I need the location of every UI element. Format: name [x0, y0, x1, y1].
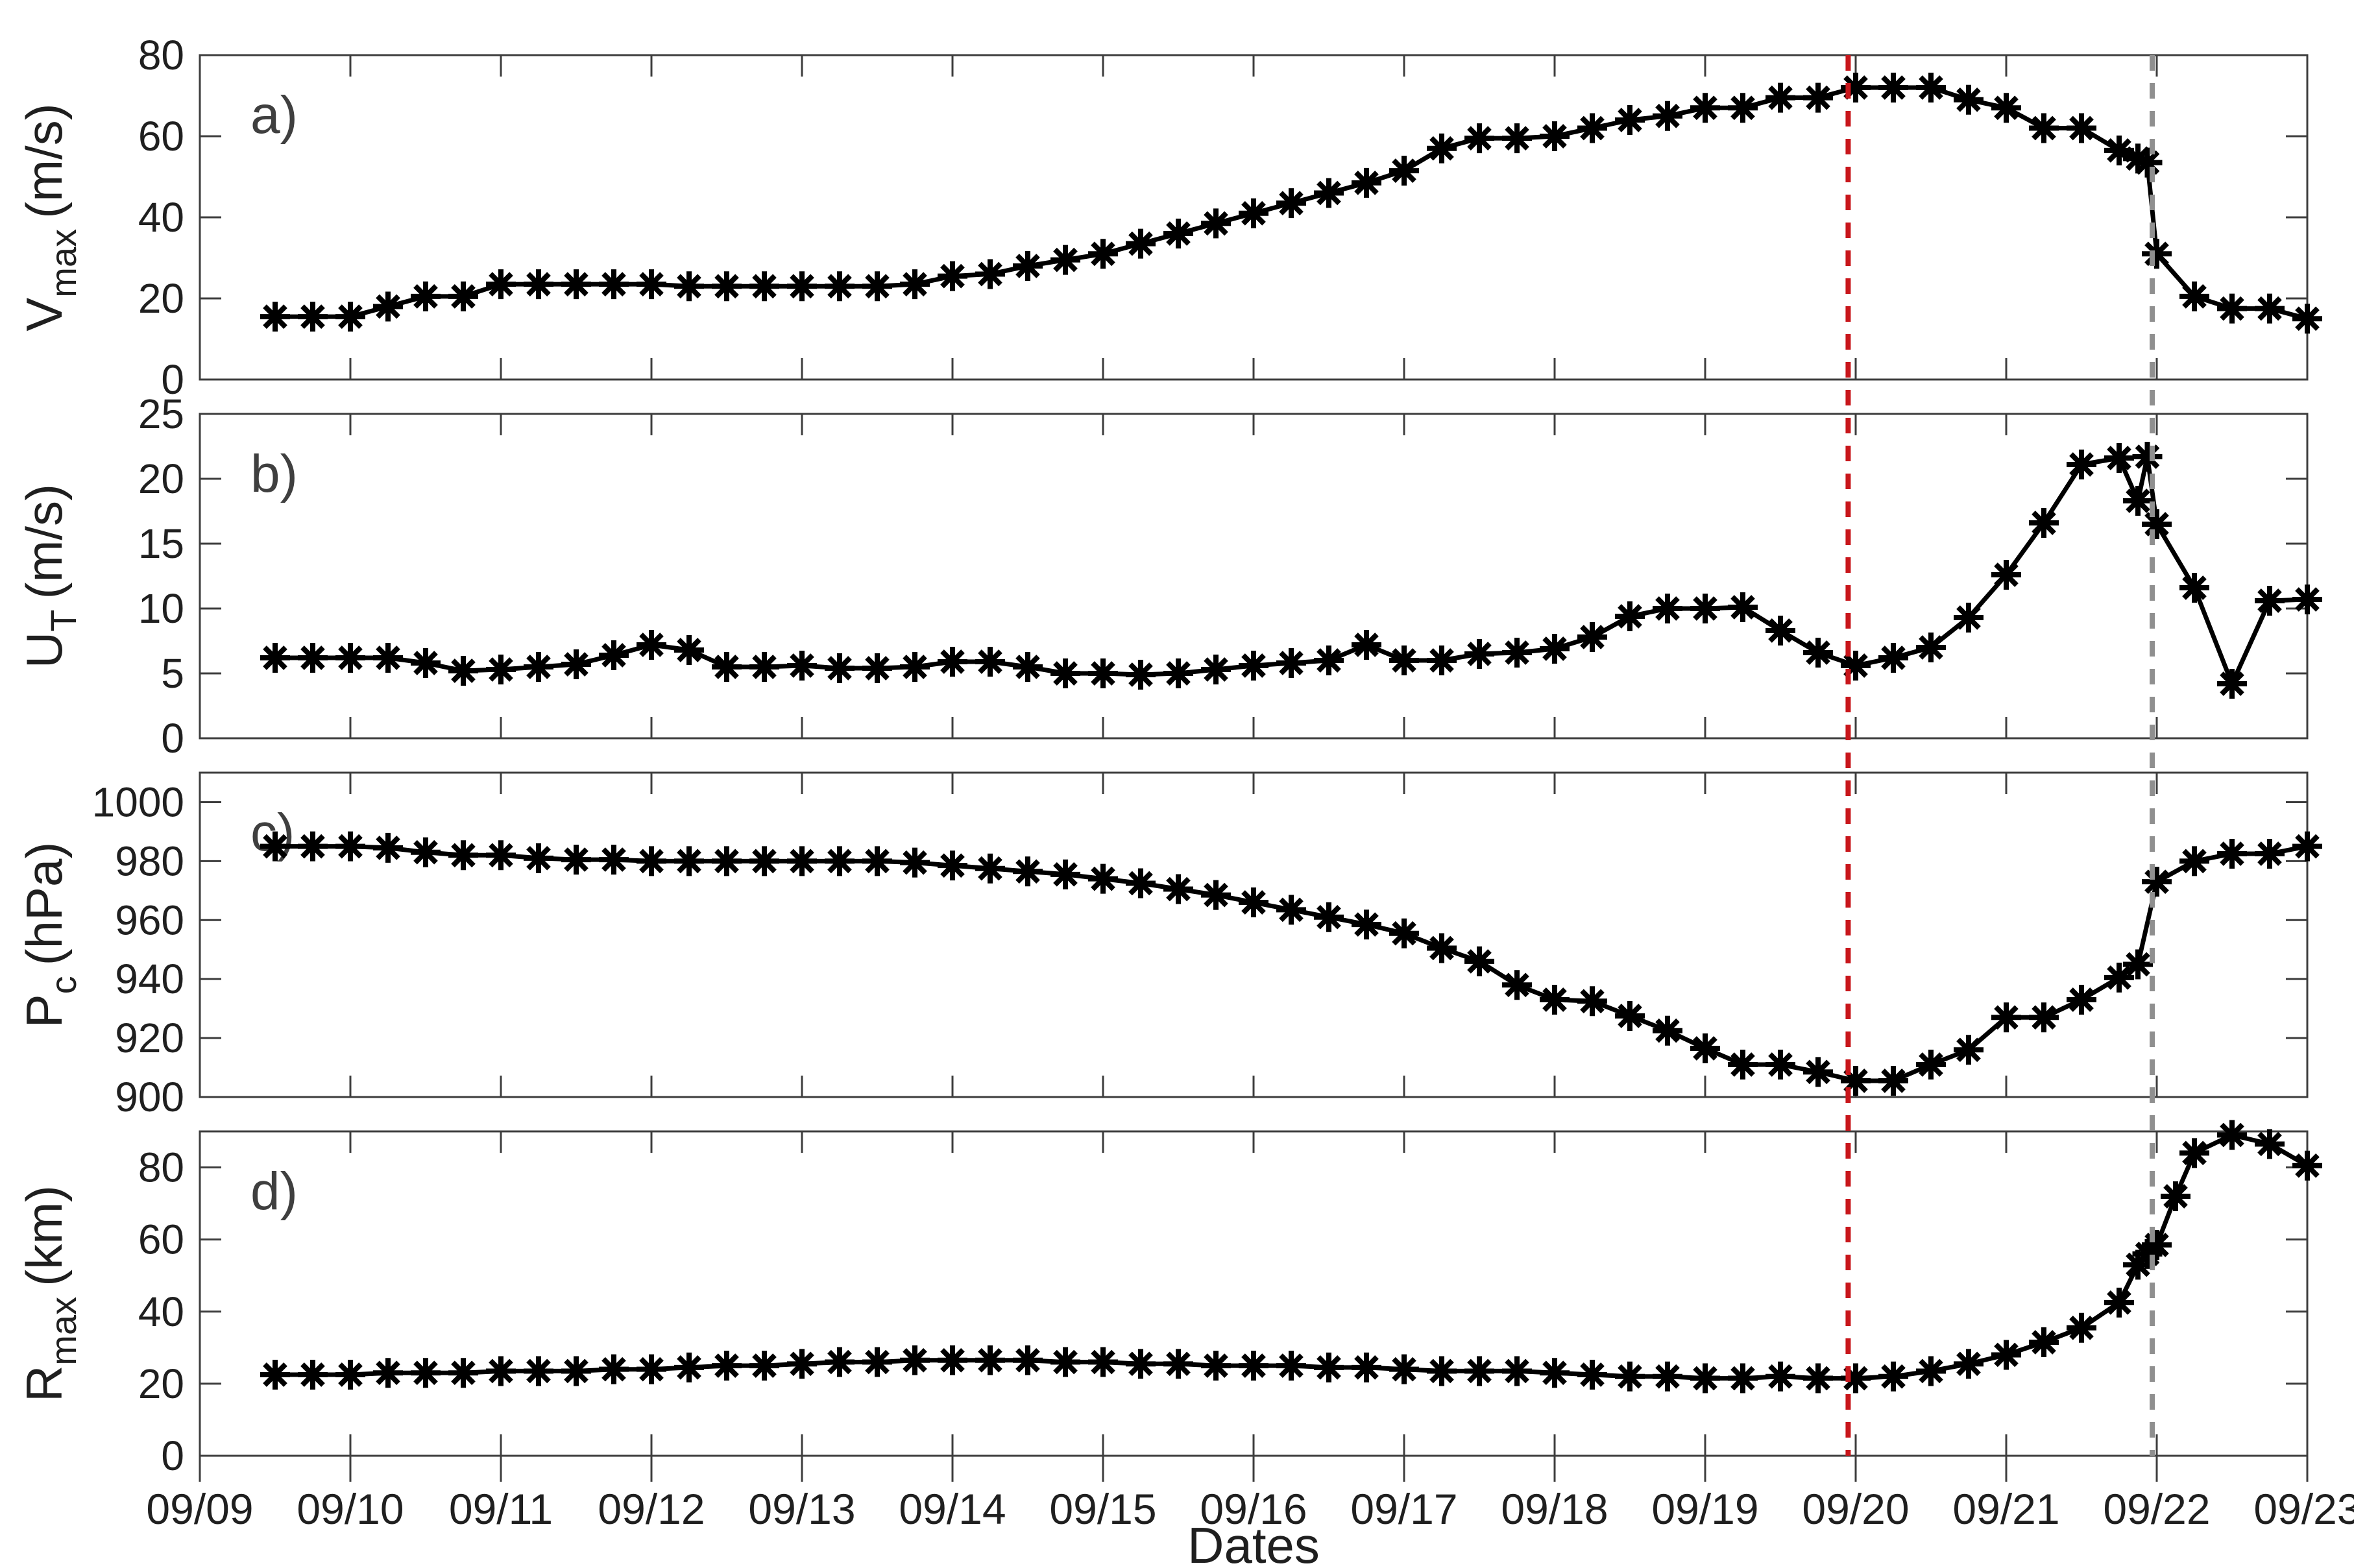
data-markers — [260, 831, 2322, 1096]
x-axis-title: Dates — [1187, 1517, 1320, 1568]
y-tick-label: 15 — [138, 520, 184, 567]
plot-box — [199, 1130, 2309, 1457]
data-line — [275, 1133, 2309, 1381]
panel-letter: b) — [250, 444, 298, 503]
y-axis-label-sub: max — [43, 1297, 84, 1366]
data-markers — [260, 1120, 2322, 1393]
y-tick-label: 25 — [138, 391, 184, 437]
plot-box — [199, 771, 2309, 1098]
x-tick-label: 09/10 — [297, 1485, 404, 1533]
x-tick-label: 09/22 — [2103, 1485, 2210, 1533]
panel-letter: a) — [250, 86, 298, 145]
panel-letter: d) — [250, 1162, 298, 1221]
x-tick-label: 09/11 — [449, 1485, 553, 1533]
x-tick-label: 09/16 — [1200, 1485, 1307, 1533]
y-tick-label: 980 — [115, 838, 184, 884]
y-tick-label: 0 — [161, 1432, 184, 1479]
x-tick-label: 09/13 — [748, 1485, 855, 1533]
y-tick-label: 1000 — [92, 778, 184, 825]
y-tick-label: 0 — [161, 715, 184, 762]
y-tick-label: 80 — [138, 32, 184, 78]
x-tick-label: 09/12 — [598, 1485, 705, 1533]
x-tick-label: 09/14 — [899, 1485, 1006, 1533]
y-tick-label: 60 — [138, 113, 184, 160]
y-axis-label-sub: c — [43, 976, 84, 994]
y-tick-label: 40 — [138, 194, 184, 241]
y-tick-label: 10 — [138, 585, 184, 632]
panel-a: 0 20 40 60 80 a) Vmax (m/s) — [16, 32, 2322, 403]
x-tick-label: 09/20 — [1802, 1485, 1909, 1533]
y-tick-label: 960 — [115, 897, 184, 943]
data-markers — [260, 73, 2322, 334]
y-axis-label-sub: max — [43, 229, 84, 298]
y-axis-label-unit: (hPa) — [16, 842, 73, 966]
y-axis-label-main: U — [16, 632, 73, 668]
y-tick-label: 20 — [138, 455, 184, 502]
x-tick-label: 09/23 — [2253, 1485, 2354, 1533]
x-tick-label: 09/09 — [146, 1485, 253, 1533]
data-markers — [260, 442, 2322, 699]
panel-b: 0 5 10 15 20 25 b) UT (m/s) — [16, 391, 2322, 762]
y-axis-label-unit: (km) — [16, 1185, 73, 1286]
y-tick-label: 80 — [138, 1144, 184, 1191]
y-tick-label: 920 — [115, 1015, 184, 1061]
y-axis-label-unit: (m/s) — [16, 484, 73, 599]
y-axis-label: Vmax (m/s) — [16, 103, 84, 331]
y-tick-label: 5 — [161, 650, 184, 697]
y-tick-label: 20 — [138, 1360, 184, 1407]
y-axis-label-sub: T — [43, 610, 84, 632]
panel-d: 0 20 40 60 80 09/09 09/10 09/11 09/12 09/13 09/14 0… — [16, 1120, 2354, 1533]
x-tick-label: 09/19 — [1651, 1485, 1758, 1533]
y-axis-label-unit: (m/s) — [16, 103, 73, 219]
y-axis-label: Rmax (km) — [16, 1185, 84, 1402]
y-axis-label-main: V — [16, 298, 73, 332]
y-axis-label-main: P — [16, 994, 73, 1028]
x-tick-label: 09/15 — [1049, 1485, 1156, 1533]
y-tick-label: 940 — [115, 956, 184, 1002]
plot-box — [199, 413, 2309, 740]
y-tick-label: 0 — [161, 356, 184, 403]
data-line — [275, 844, 2308, 1083]
y-tick-label: 20 — [138, 275, 184, 322]
x-tick-label: 09/18 — [1501, 1485, 1608, 1533]
y-tick-label: 60 — [138, 1216, 184, 1263]
x-tick-label: 09/17 — [1350, 1485, 1457, 1533]
y-axis-label-main: R — [16, 1366, 73, 1402]
y-axis-label: Pc (hPa) — [16, 842, 84, 1028]
x-tick-label: 09/21 — [1952, 1485, 2059, 1533]
y-axis-label: UT (m/s) — [16, 484, 84, 668]
y-tick-label: 40 — [138, 1288, 184, 1335]
y-tick-label: 900 — [115, 1074, 184, 1120]
